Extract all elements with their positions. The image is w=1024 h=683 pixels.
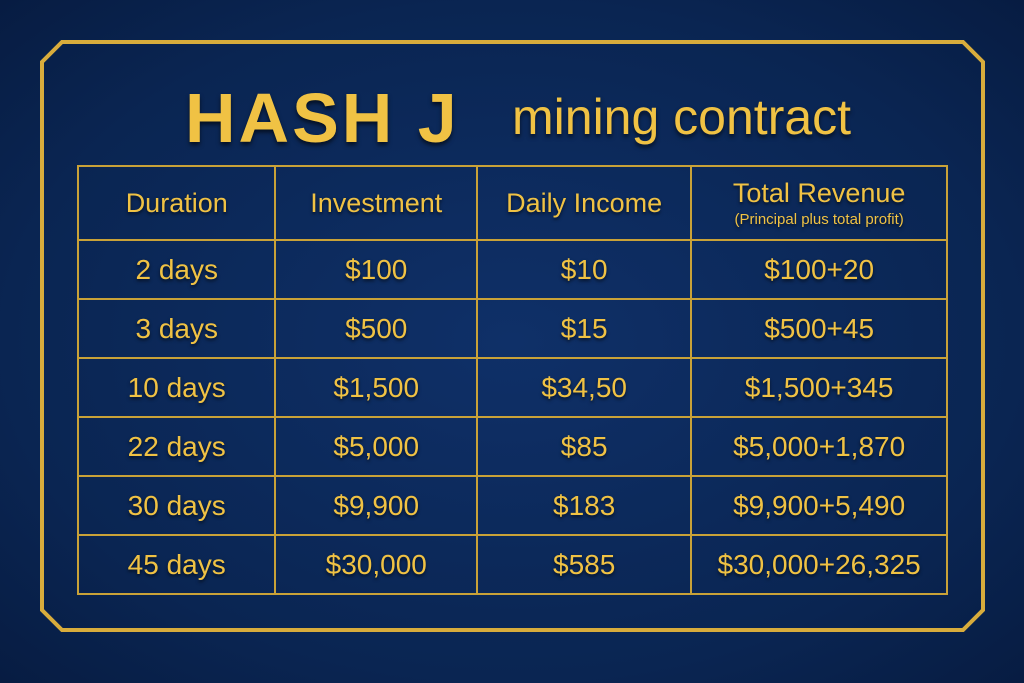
brand-title: HASH J: [185, 79, 460, 157]
cell-investment: $30,000: [274, 534, 479, 595]
cell-daily-income: $183: [476, 475, 693, 536]
header-note: (Principal plus total profit): [734, 211, 904, 228]
table-row: 22 days $5,000 $85 $5,000+1,870: [76, 416, 948, 477]
cell-total-revenue: $5,000+1,870: [690, 416, 948, 477]
header-duration: Duration: [76, 165, 277, 241]
cell-duration: 2 days: [76, 239, 277, 300]
cell-total-revenue: $500+45: [690, 298, 948, 359]
subtitle: mining contract: [512, 89, 852, 145]
header-daily-income: Daily Income: [476, 165, 693, 241]
header-investment: Investment: [274, 165, 479, 241]
cell-total-revenue: $30,000+26,325: [690, 534, 948, 595]
table-row: 30 days $9,900 $183 $9,900+5,490: [76, 475, 948, 536]
cell-investment: $500: [274, 298, 479, 359]
table-row: 10 days $1,500 $34,50 $1,500+345: [76, 357, 948, 418]
cell-total-revenue: $100+20: [690, 239, 948, 300]
table-row: 2 days $100 $10 $100+20: [76, 239, 948, 300]
frame-border: [40, 40, 985, 632]
title: HASH J mining contract: [0, 78, 1024, 158]
cell-duration: 3 days: [76, 298, 277, 359]
header-total-revenue-label: Total Revenue: [732, 178, 906, 208]
cell-investment: $5,000: [274, 416, 479, 477]
cell-daily-income: $10: [476, 239, 693, 300]
cell-duration: 10 days: [76, 357, 277, 418]
cell-investment: $1,500: [274, 357, 479, 418]
cell-investment: $9,900: [274, 475, 479, 536]
cell-total-revenue: $1,500+345: [690, 357, 948, 418]
cell-investment: $100: [274, 239, 479, 300]
cell-duration: 45 days: [76, 534, 277, 595]
header-row: Duration Investment Daily Income Total R…: [76, 165, 948, 241]
table-row: 45 days $30,000 $585 $30,000+26,325: [76, 534, 948, 595]
cell-daily-income: $15: [476, 298, 693, 359]
cell-duration: 22 days: [76, 416, 277, 477]
gold-frame: [40, 40, 985, 632]
contract-table: Duration Investment Daily Income Total R…: [76, 165, 948, 595]
cell-total-revenue: $9,900+5,490: [690, 475, 948, 536]
header-total-revenue: Total Revenue (Principal plus total profi…: [690, 165, 948, 241]
cell-daily-income: $85: [476, 416, 693, 477]
cell-daily-income: $34,50: [476, 357, 693, 418]
table-row: 3 days $500 $15 $500+45: [76, 298, 948, 359]
cell-duration: 30 days: [76, 475, 277, 536]
cell-daily-income: $585: [476, 534, 693, 595]
